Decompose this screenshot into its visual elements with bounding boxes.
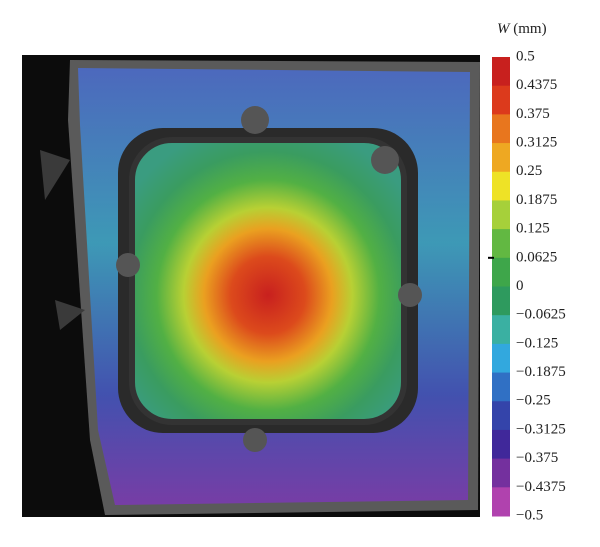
colorbar-label: −0.4375 (516, 479, 566, 495)
colorbar-label: 0.3125 (516, 135, 557, 151)
colorbar-segment (492, 343, 510, 374)
colorbar-segment (492, 429, 510, 460)
colorbar-symbol: W (497, 21, 511, 37)
colorbar-segment (492, 114, 510, 144)
colorbar-label: 0.1875 (516, 192, 557, 208)
colorbar-segment (492, 257, 510, 287)
colorbar-segment (492, 487, 510, 517)
colorbar-label: 0.0625 (516, 249, 557, 265)
colorbar-label: −0.375 (516, 450, 558, 466)
colorbar-label: −0.1875 (516, 364, 566, 380)
colorbar-segment (492, 401, 510, 431)
colorbar-label: −0.5 (516, 507, 543, 523)
colorbar-label: −0.3125 (516, 421, 566, 437)
colorbar-label: 0.4375 (516, 77, 557, 93)
colorbar-label: 0.125 (516, 221, 550, 237)
colorbar-segment (492, 171, 510, 201)
colorbar-label: −0.25 (516, 393, 551, 409)
colorbar-label: −0.0625 (516, 307, 566, 323)
colorbar: 0.5 0.4375 0.375 0.3125 0.25 0.1875 0.125 0.062… (488, 48, 566, 523)
colorbar-segment (492, 143, 510, 173)
colorbar-segment (492, 372, 510, 402)
colorbar-segment (492, 229, 510, 259)
photo (22, 55, 480, 517)
colorbar-segment (492, 286, 510, 316)
colorbar-label: 0.375 (516, 106, 550, 122)
colorbar-segment (492, 85, 510, 115)
colorbar-label: 0.5 (516, 48, 535, 64)
colorbar-label: 0 (516, 278, 524, 294)
colorbar-title: W (mm) (497, 21, 547, 37)
colorbar-segment (492, 200, 510, 230)
colorbar-segment (492, 57, 510, 87)
colorbar-unit: (mm) (513, 21, 546, 37)
colorbar-label: 0.25 (516, 163, 542, 179)
colorbar-label: −0.125 (516, 335, 558, 351)
colorbar-segment (492, 315, 510, 345)
colorbar-segment (492, 458, 510, 488)
